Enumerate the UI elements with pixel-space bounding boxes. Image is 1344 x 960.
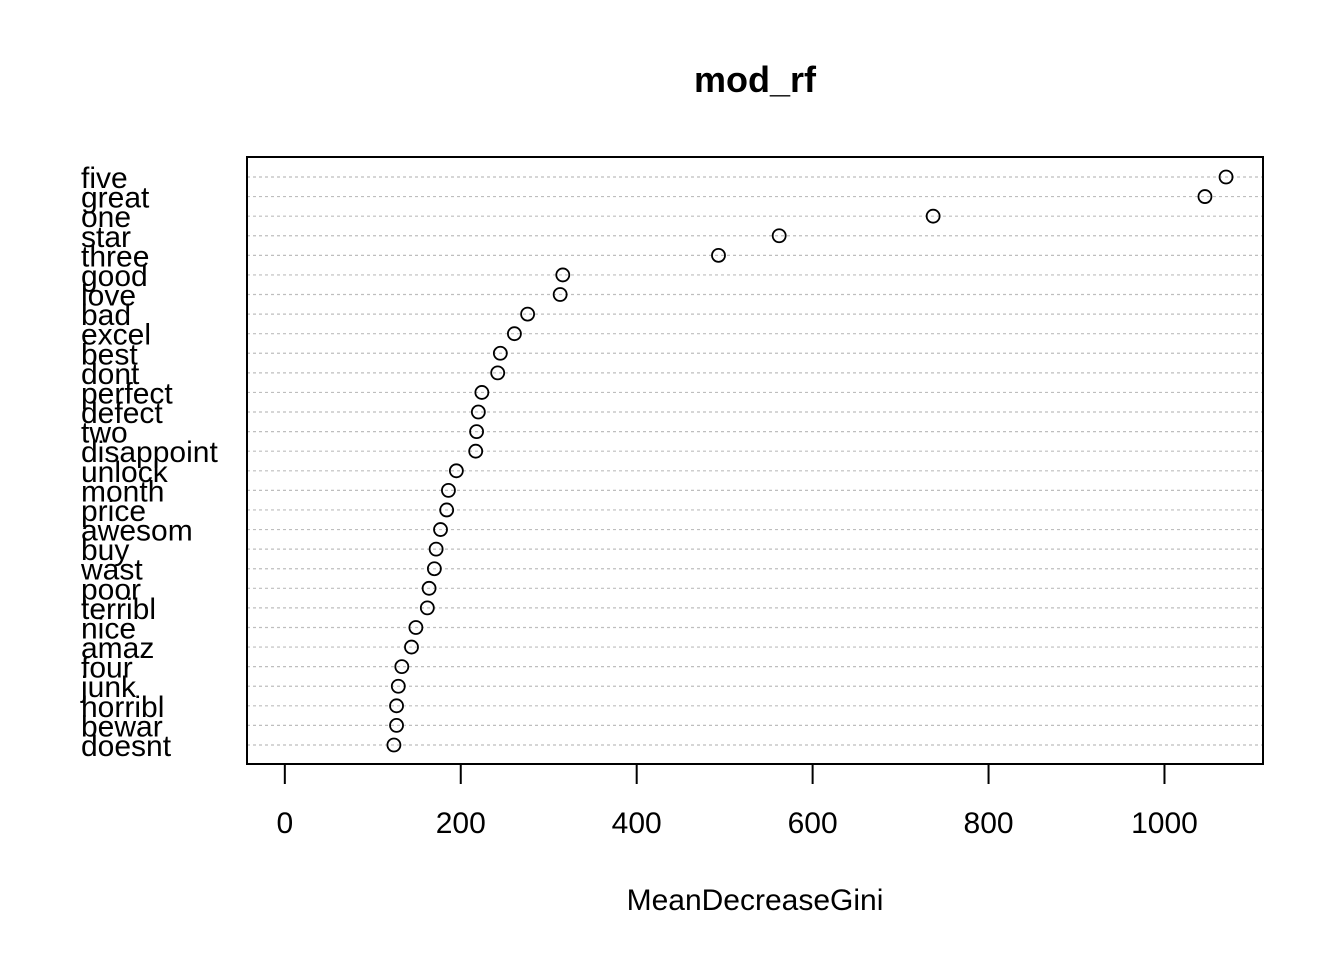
- category-label: perfect: [81, 377, 173, 410]
- x-tick-label: 0: [276, 807, 293, 840]
- data-point: [711, 247, 726, 263]
- category-label: four: [81, 652, 133, 685]
- guide-lines: [247, 176, 1263, 746]
- data-point: [470, 404, 486, 420]
- data-point: [1197, 189, 1213, 204]
- category-label: price: [81, 495, 146, 528]
- data-point: [389, 698, 404, 714]
- x-axis-title: MeanDecreaseGini: [627, 884, 884, 917]
- data-points: [386, 169, 1234, 753]
- category-label: awesom: [81, 515, 193, 548]
- category-label: horribl: [81, 691, 164, 724]
- category-label: excel: [81, 319, 151, 352]
- data-point: [428, 541, 444, 557]
- x-tick-label: 800: [964, 807, 1014, 840]
- category-label: good: [81, 260, 148, 293]
- data-point: [552, 287, 568, 302]
- category-label: unlock: [81, 456, 169, 489]
- category-label: terribl: [81, 593, 156, 626]
- category-label: wast: [80, 554, 143, 587]
- data-point: [439, 502, 455, 518]
- category-label: one: [81, 201, 131, 234]
- data-point: [490, 365, 506, 381]
- data-point: [433, 522, 448, 537]
- x-tick-label: 600: [788, 807, 838, 840]
- category-label: buy: [81, 534, 129, 567]
- data-point: [394, 659, 410, 675]
- data-point: [390, 678, 406, 694]
- category-label: bewar: [81, 710, 163, 743]
- x-tick-label: 200: [436, 807, 486, 840]
- category-label: great: [81, 182, 150, 215]
- data-point: [441, 482, 456, 498]
- data-point: [408, 620, 424, 635]
- data-point: [520, 306, 536, 322]
- category-label: five: [81, 162, 128, 195]
- category-label: two: [81, 417, 128, 450]
- data-point: [469, 424, 484, 440]
- data-point: [389, 718, 404, 733]
- category-label: amaz: [81, 632, 154, 665]
- category-label: three: [81, 240, 149, 273]
- category-label: defect: [81, 397, 163, 430]
- category-label: disappoint: [81, 436, 218, 469]
- data-point: [426, 561, 442, 577]
- data-point: [771, 228, 787, 244]
- data-point: [507, 326, 522, 342]
- data-point: [555, 267, 571, 283]
- data-point: [386, 737, 402, 753]
- category-label: love: [81, 280, 136, 313]
- data-point: [925, 208, 941, 224]
- category-label: star: [81, 221, 131, 254]
- data-point: [448, 463, 464, 479]
- category-label: dont: [81, 358, 140, 391]
- category-label: bad: [81, 299, 131, 332]
- data-point: [421, 580, 437, 596]
- data-point: [474, 385, 490, 400]
- data-point: [1218, 169, 1234, 185]
- x-tick-label: 400: [612, 807, 662, 840]
- category-label: best: [81, 338, 138, 371]
- data-point: [468, 443, 484, 459]
- category-label: nice: [81, 612, 136, 645]
- chart-title: mod_rf: [694, 59, 817, 100]
- data-point: [404, 639, 419, 655]
- category-label: doesnt: [81, 730, 172, 763]
- category-labels: fivegreatonestarthreegoodlovebadexcelbes…: [80, 162, 218, 763]
- category-label: month: [81, 475, 164, 508]
- x-axis: 0 200 400 600 800 1000: [276, 763, 1198, 840]
- data-point: [419, 600, 435, 616]
- x-tick-label: 1000: [1131, 807, 1198, 840]
- category-label: poor: [81, 573, 141, 606]
- data-point: [492, 345, 508, 361]
- category-label: junk: [80, 671, 137, 704]
